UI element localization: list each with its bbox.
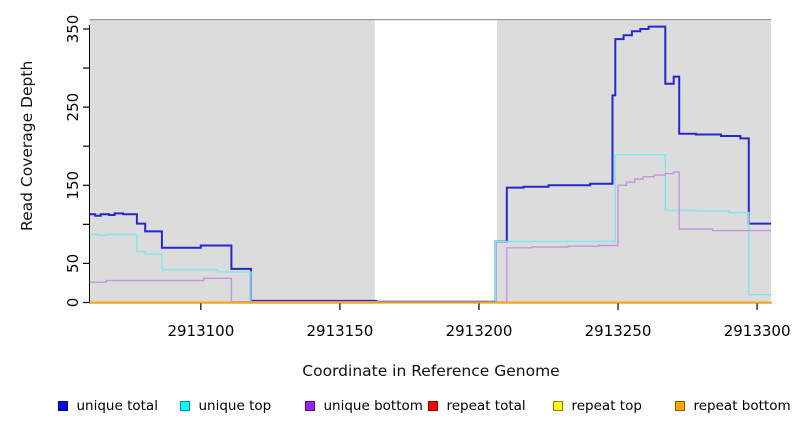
legend-item-repeat-bottom: repeat bottom: [675, 398, 791, 414]
x-tick-label: 2913100: [167, 322, 234, 340]
legend-swatch-repeat-bottom: [675, 401, 685, 411]
x-tick-label: 2913150: [307, 322, 374, 340]
legend-swatch-repeat-total: [428, 401, 438, 411]
legend-item-unique-top: unique top: [180, 398, 271, 414]
legend-item-unique-total: unique total: [58, 398, 158, 414]
shaded-region: [497, 19, 771, 304]
y-tick-label: 150: [64, 171, 82, 200]
legend-swatch-repeat-top: [553, 401, 563, 411]
y-tick-label: 350: [64, 15, 82, 44]
legend-label: repeat top: [571, 398, 642, 414]
legend-label: unique bottom: [323, 398, 423, 414]
legend-item-repeat-top: repeat top: [553, 398, 642, 414]
x-tick-label: 2913200: [446, 322, 513, 340]
legend-label: repeat bottom: [693, 398, 791, 414]
legend: unique total unique top unique bottom repea…: [0, 398, 792, 420]
y-tick-label: 250: [64, 93, 82, 122]
y-tick-label: 50: [64, 254, 82, 273]
legend-swatch-unique-top: [180, 401, 190, 411]
y-tick-label: 0: [64, 298, 82, 308]
legend-swatch-unique-bottom: [305, 401, 315, 411]
x-axis-title: Coordinate in Reference Genome: [302, 362, 560, 380]
series-line-unique-bottom: [89, 171, 771, 303]
legend-label: unique top: [198, 398, 272, 414]
legend-item-unique-bottom: unique bottom: [305, 398, 423, 414]
legend-label: unique total: [76, 398, 158, 414]
y-axis-title: Read Coverage Depth: [18, 60, 36, 231]
legend-item-repeat-total: repeat total: [428, 398, 526, 414]
x-tick-label: 2913300: [724, 322, 791, 340]
x-tick-label: 2913250: [585, 322, 652, 340]
legend-swatch-unique-total: [58, 401, 68, 411]
series-line-unique-total: [89, 25, 771, 303]
legend-label: repeat total: [446, 398, 526, 414]
